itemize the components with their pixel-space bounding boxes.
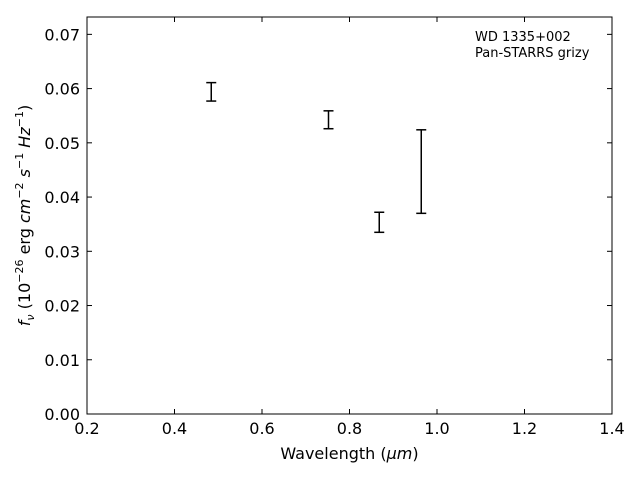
error-bar-point	[416, 129, 427, 215]
x-tick-label: 1.0	[424, 419, 449, 438]
error-bar-point	[323, 110, 334, 130]
x-tick-label: 0.4	[162, 419, 187, 438]
y-tick-label: 0.06	[44, 80, 80, 99]
annotation-survey-name: Pan-STARRS grizy	[475, 46, 590, 61]
x-axis-label: Wavelength (μm)	[280, 444, 418, 463]
y-tick-label: 0.02	[44, 297, 80, 316]
error-bar-point	[374, 211, 385, 234]
x-tick-label: 0.2	[74, 419, 99, 438]
y-axis-ticks: 0.00 0.01 0.02 0.03 0.04 0.05 0.06 0.07	[44, 25, 612, 424]
annotation-object-name: WD 1335+002	[475, 30, 571, 45]
y-tick-label: 0.07	[44, 25, 80, 44]
y-tick-label: 0.00	[44, 405, 80, 424]
x-tick-label: 1.4	[599, 419, 624, 438]
y-tick-label: 0.05	[44, 134, 80, 153]
x-tick-label: 1.2	[512, 419, 537, 438]
x-tick-label: 0.8	[337, 419, 362, 438]
y-tick-label: 0.03	[44, 242, 80, 261]
y-tick-label: 0.01	[44, 351, 80, 370]
error-bar-point	[206, 81, 217, 102]
x-axis-ticks: 0.2 0.4 0.6 0.8 1.0 1.2 1.4	[74, 17, 625, 438]
y-axis-label: fν (10−26 erg cm−2 s−1 Hz−1)	[13, 105, 37, 326]
x-tick-label: 0.6	[249, 419, 274, 438]
y-tick-label: 0.04	[44, 188, 80, 207]
data-points	[206, 81, 427, 234]
